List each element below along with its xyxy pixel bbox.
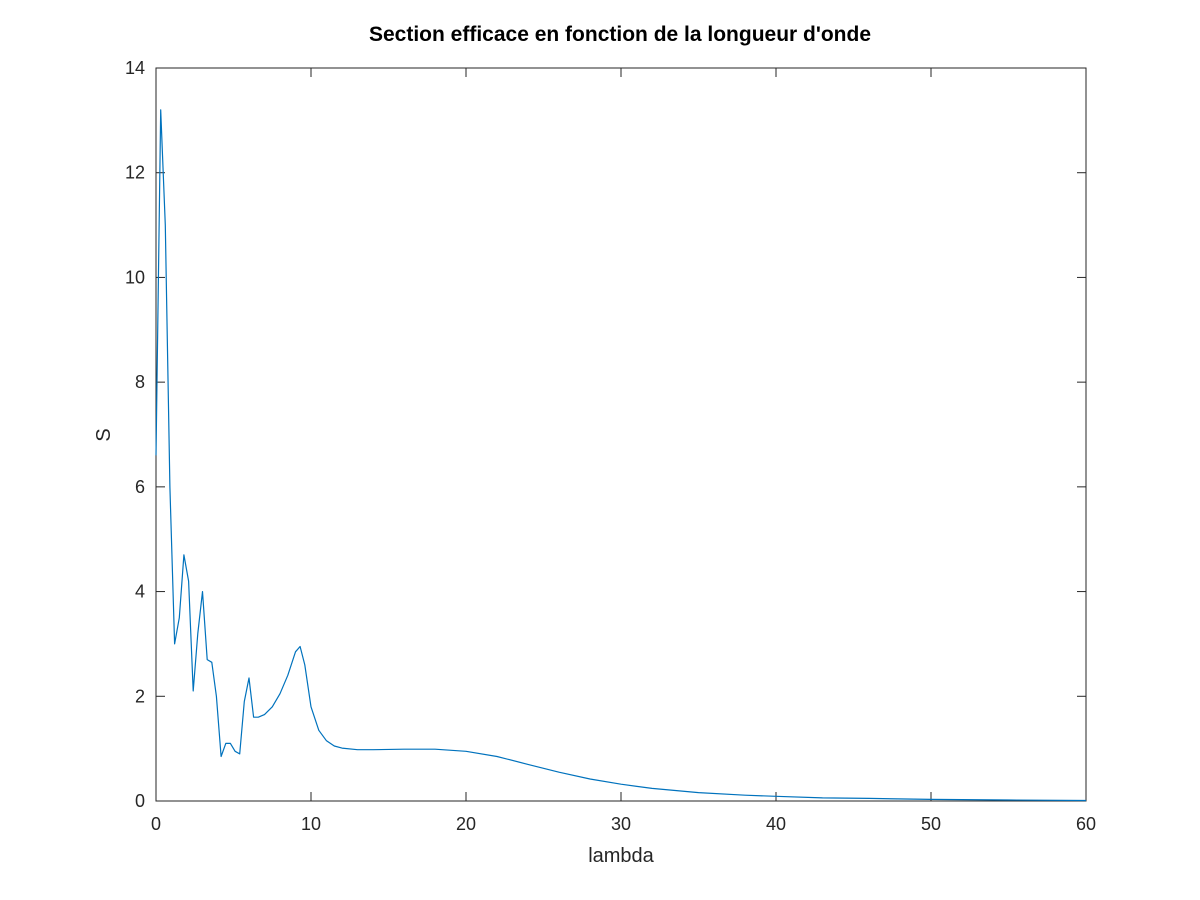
y-tick-label: 8: [135, 372, 145, 392]
x-tick-label: 0: [151, 814, 161, 834]
chart-title: Section efficace en fonction de la longu…: [369, 23, 871, 46]
x-tick-label: 10: [301, 814, 321, 834]
x-tick-label: 50: [921, 814, 941, 834]
y-tick-label: 10: [125, 267, 145, 287]
y-tick-label: 12: [125, 163, 145, 183]
plot-frame: [155, 67, 1087, 802]
y-tick-label: 0: [135, 791, 145, 811]
x-tick-label: 60: [1076, 814, 1096, 834]
x-tick-label: 30: [611, 814, 631, 834]
axis-ticks: 0 10 20 30 40 50 60 0 2 4 6 8 10 12 14: [125, 58, 1096, 834]
series-line: [155, 109, 1087, 802]
y-axis-label: S: [93, 428, 115, 441]
x-tick-label: 40: [766, 814, 786, 834]
y-tick-label: 4: [135, 582, 145, 602]
y-tick-label: 2: [135, 686, 145, 706]
y-tick-label: 6: [135, 477, 145, 497]
x-tick-label: 20: [456, 814, 476, 834]
series-group: [155, 109, 1087, 802]
x-axis-label: lambda: [588, 845, 654, 867]
y-tick-label: 14: [125, 58, 145, 78]
